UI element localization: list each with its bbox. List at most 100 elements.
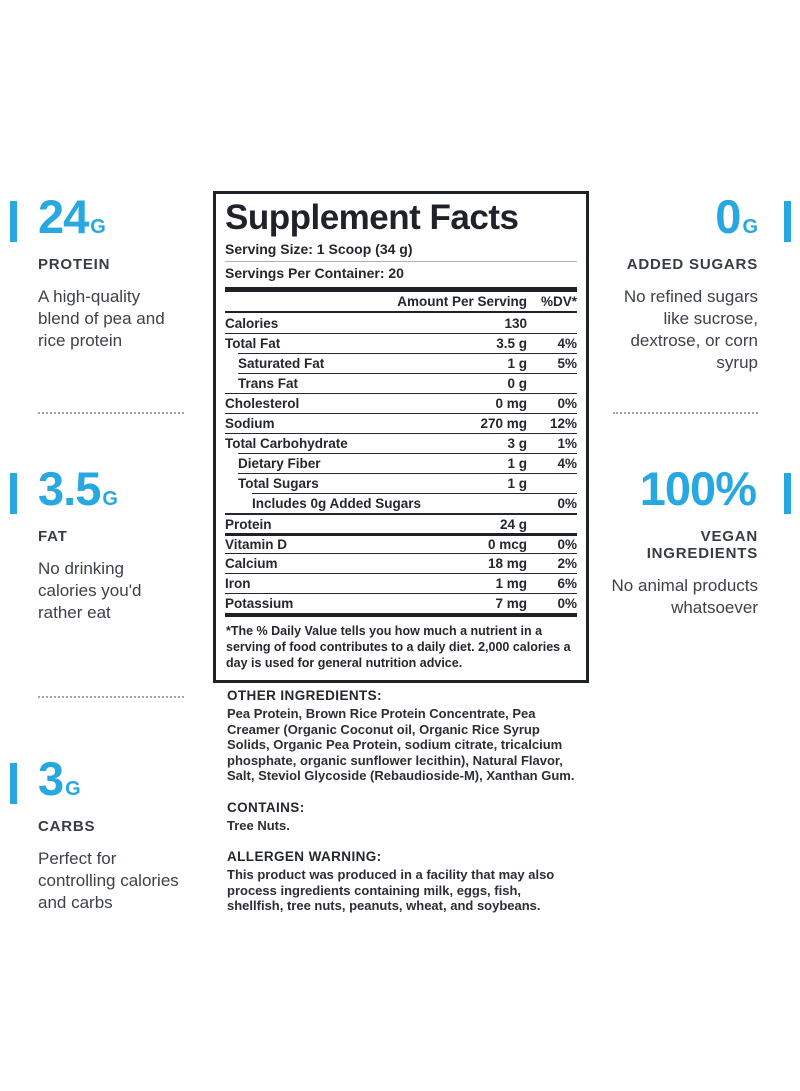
nutrient-label: Vitamin D <box>225 537 288 552</box>
accent-bar <box>10 763 17 804</box>
stat-number: 3 <box>38 752 64 805</box>
nutrient-row: Potassium 7 mg 0% <box>225 593 577 613</box>
nutrient-amount: 1 g <box>507 356 527 371</box>
daily-value-footnote: *The % Daily Value tells you how much a … <box>225 613 577 680</box>
nutrient-label: Protein <box>225 516 272 532</box>
stat-unit: G <box>742 216 758 238</box>
column-header-amount: Amount Per Serving <box>397 294 527 309</box>
nutrient-dv: 5% <box>557 356 577 371</box>
dotted-divider <box>38 412 184 414</box>
contains-body: Tree Nuts. <box>227 817 290 833</box>
nutrient-dv: 6% <box>557 576 577 591</box>
serving-size: Serving Size: 1 Scoop (34 g) <box>225 241 413 257</box>
dotted-divider <box>613 412 758 414</box>
nutrient-label: Sodium <box>225 416 275 431</box>
thick-rule <box>225 287 577 292</box>
nutrient-label: Cholesterol <box>225 396 300 411</box>
stat-label: FAT <box>38 528 68 545</box>
facts-column-header: Amount Per Serving %DV* <box>225 292 577 313</box>
nutrient-row: Saturated Fat 1 g 5% <box>238 353 577 373</box>
stat-protein: 24 G PROTEIN A high-quality blend of pea … <box>10 190 200 352</box>
info-sections: OTHER INGREDIENTS: Pea Protein, Brown Ri… <box>227 688 579 930</box>
stat-unit: G <box>102 488 118 510</box>
nutrient-amount: 1 g <box>507 456 527 471</box>
nutrient-row: Includes 0g Added Sugars 0% <box>252 493 577 513</box>
nutrient-label: Calcium <box>225 556 278 571</box>
nutrient-row: Dietary Fiber 1 g 4% <box>238 453 577 473</box>
stat-label: ADDED SUGARS <box>626 256 758 273</box>
nutrient-amount: 130 <box>504 315 527 331</box>
contains-heading: CONTAINS: <box>227 799 305 815</box>
dotted-divider <box>38 696 184 698</box>
nutrient-amount: 270 mg <box>480 416 527 431</box>
nutrient-dv: 0% <box>557 537 577 552</box>
servings-per-container: Servings Per Container: 20 <box>225 261 577 285</box>
stat-value: 24 G <box>38 190 200 254</box>
stat-number: 100% <box>639 462 757 515</box>
nutrient-row: Total Carbohydrate 3 g 1% <box>225 433 577 453</box>
stat-vegan: 100% VEGAN INGREDIENTS No animal product… <box>600 462 792 619</box>
other-ingredients-heading: OTHER INGREDIENTS: <box>227 688 382 703</box>
nutrient-dv: 0% <box>557 496 577 511</box>
stat-number: 0 <box>715 190 741 243</box>
other-ingredients-body: Pea Protein, Brown Rice Protein Concentr… <box>227 706 575 783</box>
nutrient-row: Protein 24 g <box>225 513 577 533</box>
nutrient-label: Total Sugars <box>238 476 319 491</box>
nutrient-dv: 0% <box>557 596 577 611</box>
nutrient-dv: 1% <box>557 436 577 451</box>
stat-label: PROTEIN <box>38 256 111 273</box>
stat-label: CARBS <box>38 818 96 835</box>
stat-value: 3.5 G <box>38 462 200 526</box>
stat-unit: G <box>65 778 81 800</box>
nutrient-dv: 4% <box>557 336 577 351</box>
stat-description: Perfect for controlling calories and car… <box>38 849 179 912</box>
nutrient-label: Potassium <box>225 596 294 611</box>
nutrient-label: Saturated Fat <box>238 356 325 371</box>
stat-label: VEGAN INGREDIENTS <box>646 528 758 562</box>
nutrient-label: Includes 0g Added Sugars <box>252 496 422 511</box>
nutrient-label: Total Carbohydrate <box>225 436 348 451</box>
nutrient-row: Trans Fat 0 g <box>238 373 577 393</box>
nutrient-label: Dietary Fiber <box>238 456 321 471</box>
nutrient-row: Calories 130 <box>225 313 577 333</box>
nutrient-amount: 7 mg <box>495 596 527 611</box>
nutrient-amount: 1 mg <box>495 576 527 591</box>
nutrient-amount: 1 g <box>507 476 527 491</box>
nutrient-label: Total Fat <box>225 336 281 351</box>
nutrient-amount: 18 mg <box>487 556 527 571</box>
nutrient-amount: 24 g <box>499 516 527 532</box>
stat-number: 3.5 <box>38 462 101 515</box>
accent-bar <box>10 473 17 514</box>
stat-description: No refined sugars like sucrose, dextrose… <box>623 287 758 372</box>
accent-bar <box>784 201 791 242</box>
stat-number: 24 <box>38 190 89 243</box>
nutrient-amount: 0 g <box>507 376 527 391</box>
nutrient-row: Sodium 270 mg 12% <box>225 413 577 433</box>
accent-bar <box>10 201 17 242</box>
nutrient-amount: 3.5 g <box>496 336 527 351</box>
nutrient-dv: 0% <box>557 396 577 411</box>
nutrient-dv: 4% <box>557 456 577 471</box>
stat-description: No animal products whatsoever <box>611 576 758 617</box>
allergen-warning-body: This product was produced in a facility … <box>227 867 555 913</box>
nutrient-dv: 12% <box>549 416 577 431</box>
nutrient-label: Iron <box>225 576 251 591</box>
nutrient-dv: 2% <box>557 556 577 571</box>
stat-value: 100% <box>600 462 758 526</box>
nutrient-label: Calories <box>225 315 279 331</box>
nutrient-label: Trans Fat <box>238 376 299 391</box>
supplement-facts-panel: Supplement Facts Serving Size: 1 Scoop (… <box>213 191 589 683</box>
facts-title: Supplement Facts <box>225 198 519 237</box>
nutrient-amount: 0 mg <box>495 396 527 411</box>
column-header-dv: %DV* <box>540 294 577 309</box>
stat-description: No drinking calories you'd rather eat <box>38 559 142 622</box>
stat-fat: 3.5 G FAT No drinking calories you'd rath… <box>10 462 200 624</box>
nutrient-row: Iron 1 mg 6% <box>225 573 577 593</box>
nutrient-row: Vitamin D 0 mcg 0% <box>225 533 577 553</box>
stat-unit: G <box>90 216 106 238</box>
stat-description: A high-quality blend of pea and rice pro… <box>38 287 165 350</box>
